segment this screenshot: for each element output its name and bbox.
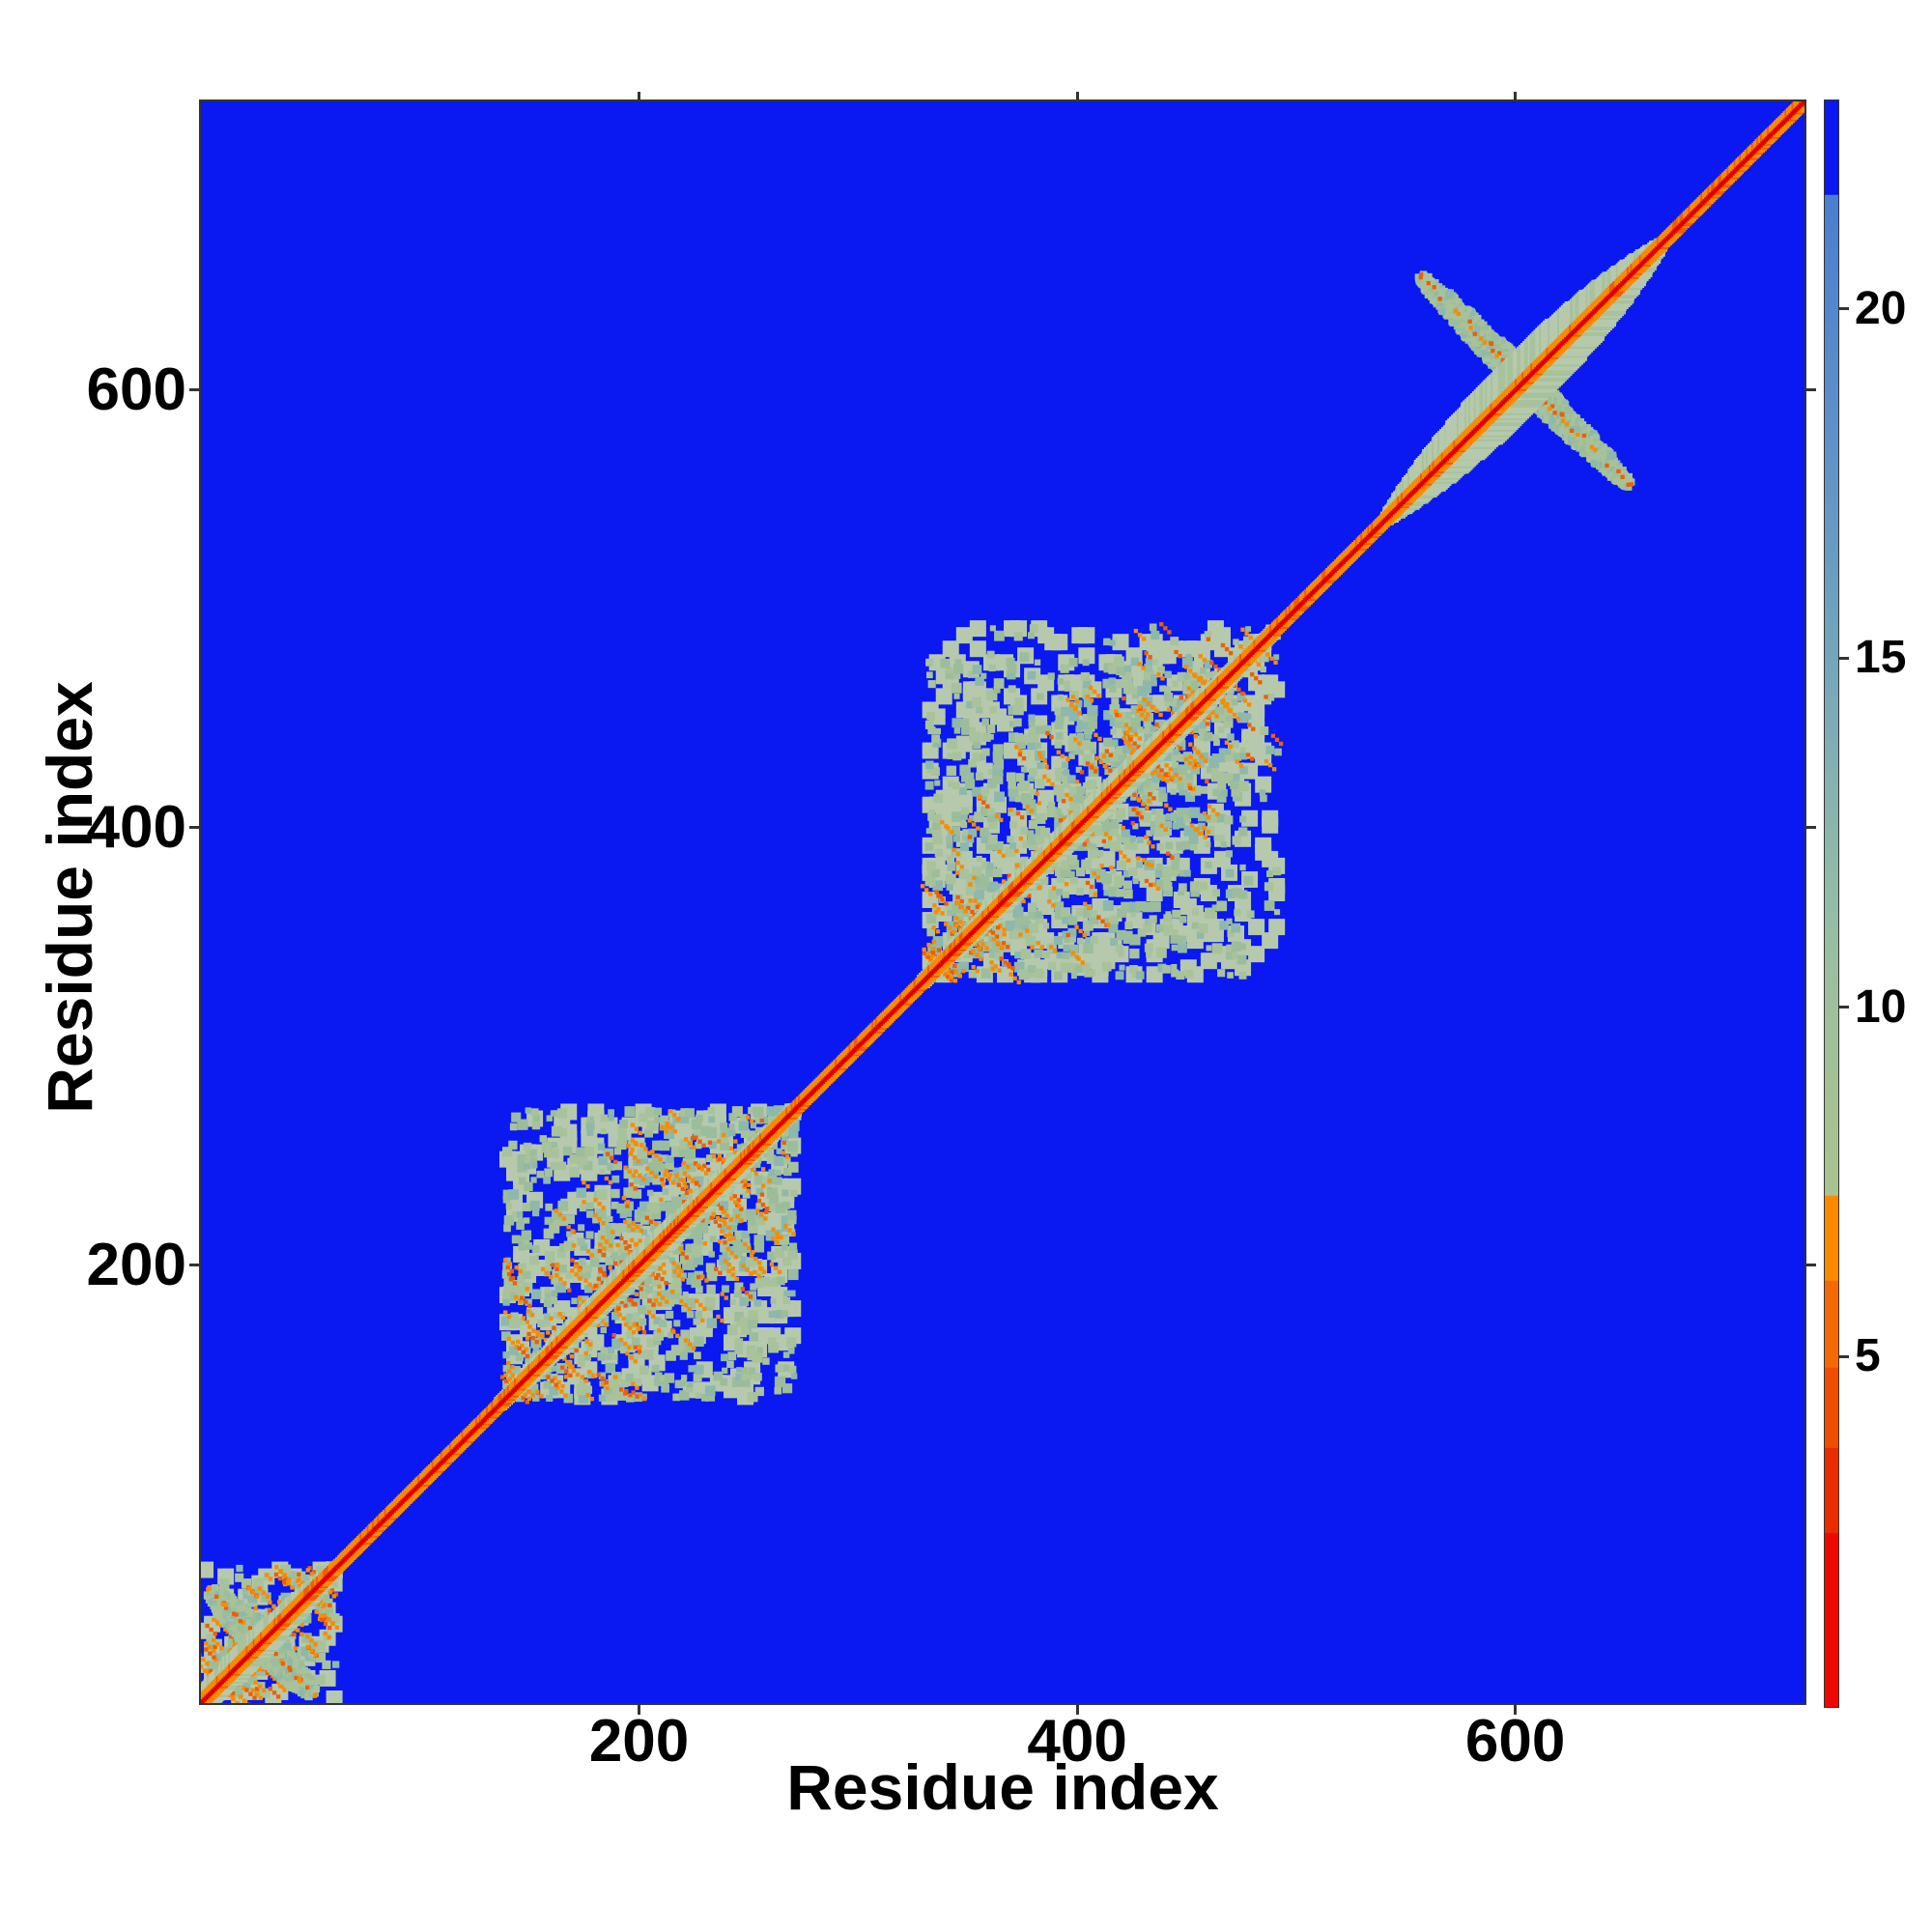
colorbar-tick-label: 5 <box>1855 1330 1881 1382</box>
y-tick-mark <box>189 1264 201 1267</box>
x-tick-mark-top <box>638 92 641 101</box>
x-tick-mark <box>1514 1703 1518 1715</box>
y-tick-label: 400 <box>86 793 186 861</box>
x-tick-mark <box>1075 1703 1079 1715</box>
colorbar-tick-label: 10 <box>1855 980 1907 1033</box>
x-tick-mark-top <box>1075 92 1079 101</box>
plot-frame <box>199 99 1806 1705</box>
x-tick-mark <box>638 1703 641 1715</box>
y-tick-mark <box>189 388 201 392</box>
y-tick-mark-right <box>1804 826 1816 830</box>
y-tick-label: 600 <box>86 355 186 423</box>
y-tick-label: 200 <box>86 1231 186 1298</box>
x-tick-mark-top <box>1514 92 1518 101</box>
x-tick-label: 400 <box>1027 1708 1127 1775</box>
x-tick-label: 200 <box>588 1708 690 1775</box>
colorbar-tick-mark <box>1839 1006 1849 1009</box>
y-tick-mark <box>189 826 201 830</box>
colorbar-tick-label: 20 <box>1855 282 1907 334</box>
heatmap-canvas <box>201 101 1804 1703</box>
x-axis-title: Residue index <box>786 1751 1219 1823</box>
y-tick-mark-right <box>1804 1264 1816 1267</box>
colorbar-tick-mark <box>1839 1354 1849 1358</box>
y-tick-mark-right <box>1804 388 1816 392</box>
colorbar-tick-mark <box>1839 656 1849 660</box>
colorbar-tick-label: 15 <box>1855 632 1907 684</box>
colorbar <box>1824 99 1839 1708</box>
y-axis-title: Residue index <box>34 681 105 1114</box>
x-tick-label: 600 <box>1464 1708 1566 1775</box>
colorbar-tick-mark <box>1839 307 1849 311</box>
